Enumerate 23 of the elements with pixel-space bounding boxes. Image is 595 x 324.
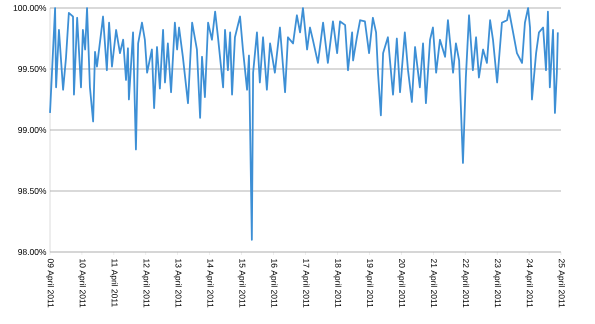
x-tick-label: 21 April 2011: [429, 258, 438, 308]
y-tick-label: 99.50%: [18, 66, 46, 72]
x-tick-label: 12 April 2011: [142, 259, 150, 308]
y-tick-label: 99.00%: [18, 127, 46, 133]
y-tick-label: 98.00%: [18, 249, 46, 255]
x-tick-label: 15 April 2011: [238, 259, 246, 308]
x-tick-label: 18 April 2011: [334, 259, 342, 308]
x-tick-label: 19 April 2011: [365, 259, 374, 308]
y-tick-label: 100.00%: [14, 5, 46, 11]
x-tick-label: 13 April 2011: [174, 259, 182, 308]
x-tick-label: 25 April 2011: [557, 258, 565, 308]
x-tick-label: 10 April 2011: [78, 259, 86, 308]
line-series: [49, 7, 559, 241]
x-tick-label: 17 April 2011: [302, 259, 310, 308]
x-tick-label: 16 April 2011: [270, 259, 278, 308]
x-tick-label: 14 April 2011: [206, 259, 214, 308]
x-tick-label: 09 April 2011: [46, 258, 54, 308]
x-tick-label: 23 April 2011: [493, 258, 502, 308]
x-tick-label: 22 April 2011: [461, 258, 470, 308]
x-tick-label: 20 April 2011: [397, 258, 406, 308]
x-tick-label: 24 April 2011: [525, 258, 534, 308]
y-tick-label: 98.50%: [18, 188, 46, 194]
x-tick-label: 11 April 2011: [110, 259, 118, 307]
